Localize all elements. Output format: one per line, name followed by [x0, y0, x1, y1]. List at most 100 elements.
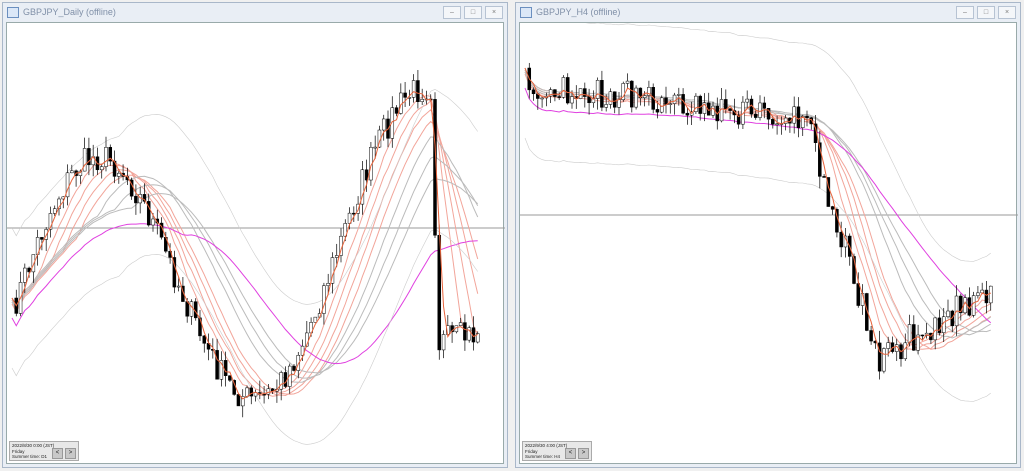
- close-button[interactable]: ×: [485, 5, 503, 19]
- candle-body: [604, 104, 608, 108]
- candle-body: [621, 83, 626, 100]
- candle-body: [475, 333, 480, 343]
- nav-buttons: < >: [565, 448, 589, 459]
- candle-body: [668, 103, 673, 105]
- candle-body: [262, 393, 266, 396]
- candle-body: [651, 87, 655, 110]
- candle-body: [800, 115, 805, 128]
- candle-body: [984, 289, 989, 304]
- candle-body: [886, 342, 890, 349]
- candle-body: [792, 106, 796, 124]
- candle-body: [612, 91, 617, 108]
- candle-body: [189, 301, 194, 317]
- candle-body: [758, 102, 762, 118]
- candle-body: [809, 117, 814, 125]
- candle-body: [600, 80, 604, 108]
- moving-average: [11, 91, 478, 400]
- candle-body: [381, 118, 386, 131]
- window-icon: [520, 6, 532, 18]
- info-panel: 2022/8/30 0:00 (JST) Friday Summer time:…: [9, 441, 79, 461]
- candle-body: [394, 107, 399, 114]
- candle-body: [420, 99, 424, 102]
- close-button[interactable]: ×: [998, 5, 1016, 19]
- info-panel: 2022/9/30 4:00 (JST) Friday Summer time:…: [522, 441, 592, 461]
- band-upper: [585, 23, 991, 262]
- prev-button[interactable]: <: [565, 448, 576, 459]
- candle-body: [625, 80, 630, 84]
- candle-body: [988, 285, 993, 304]
- candle-body: [753, 113, 758, 118]
- band-lower: [11, 228, 478, 445]
- candle-body: [839, 231, 843, 248]
- candle-body: [202, 335, 207, 344]
- candle-body: [467, 327, 471, 341]
- moving-average: [11, 177, 479, 374]
- next-button[interactable]: >: [65, 448, 76, 459]
- candle-body: [441, 334, 446, 351]
- candle-body: [279, 372, 283, 390]
- candle-body: [352, 212, 356, 215]
- candle-body: [762, 102, 767, 109]
- candle-body: [557, 96, 561, 98]
- candle-body: [313, 316, 318, 323]
- maximize-button[interactable]: □: [464, 5, 482, 19]
- moving-average: [11, 109, 479, 397]
- candle-body: [608, 91, 613, 105]
- candle-body: [570, 96, 574, 104]
- candle-body: [48, 213, 53, 230]
- candle-body: [856, 283, 861, 306]
- timeframe: D1: [41, 454, 48, 459]
- candle-body: [57, 198, 61, 209]
- candle-body: [822, 176, 826, 178]
- candle-body: [176, 285, 181, 288]
- price-chart: [520, 23, 1018, 402]
- candle-body: [193, 301, 198, 319]
- candle-body: [300, 345, 305, 356]
- candle-body: [364, 169, 369, 181]
- moving-average: [11, 223, 478, 365]
- prev-button[interactable]: <: [52, 448, 63, 459]
- candle-body: [330, 257, 335, 284]
- candle-body: [52, 208, 57, 214]
- candle-body: [882, 348, 886, 372]
- candle-body: [322, 285, 326, 314]
- next-button[interactable]: >: [578, 448, 589, 459]
- candle-body: [766, 108, 771, 120]
- candle-body: [578, 88, 583, 99]
- candle-body: [87, 148, 91, 166]
- window-title: GBPJPY_H4 (offline): [536, 7, 621, 17]
- candle-body: [411, 80, 416, 98]
- candle-body: [877, 342, 882, 372]
- candle-body: [595, 80, 600, 99]
- info-time: 2022/9/30 4:00 (JST): [525, 443, 568, 448]
- window-icon: [7, 6, 19, 18]
- title-bar: GBPJPY_H4 (offline) – □ ×: [516, 3, 1020, 21]
- candle-body: [117, 172, 121, 177]
- candle-body: [23, 267, 27, 283]
- candle-body: [903, 342, 908, 360]
- candle-body: [672, 94, 677, 104]
- candle-body: [685, 112, 690, 116]
- candle-body: [134, 195, 138, 204]
- candle-body: [805, 115, 809, 119]
- moving-average: [524, 67, 991, 355]
- moving-average: [524, 87, 992, 324]
- candle-body: [617, 99, 621, 108]
- candle-body: [334, 255, 339, 258]
- moving-average: [11, 94, 478, 396]
- candle-body: [78, 170, 83, 176]
- candle-body: [249, 387, 254, 397]
- candle-body: [390, 107, 395, 139]
- moving-average: [524, 69, 991, 351]
- minimize-button[interactable]: –: [443, 5, 461, 19]
- candle-body: [292, 365, 296, 371]
- timeframe: H4: [554, 454, 561, 459]
- candle-body: [540, 97, 544, 100]
- candle-body: [818, 142, 822, 177]
- candle-body: [937, 317, 942, 333]
- candle-body: [959, 295, 963, 314]
- minimize-button[interactable]: –: [956, 5, 974, 19]
- maximize-button[interactable]: □: [977, 5, 995, 19]
- candle-body: [728, 108, 732, 111]
- info-summer: Summer time: H4: [525, 454, 589, 460]
